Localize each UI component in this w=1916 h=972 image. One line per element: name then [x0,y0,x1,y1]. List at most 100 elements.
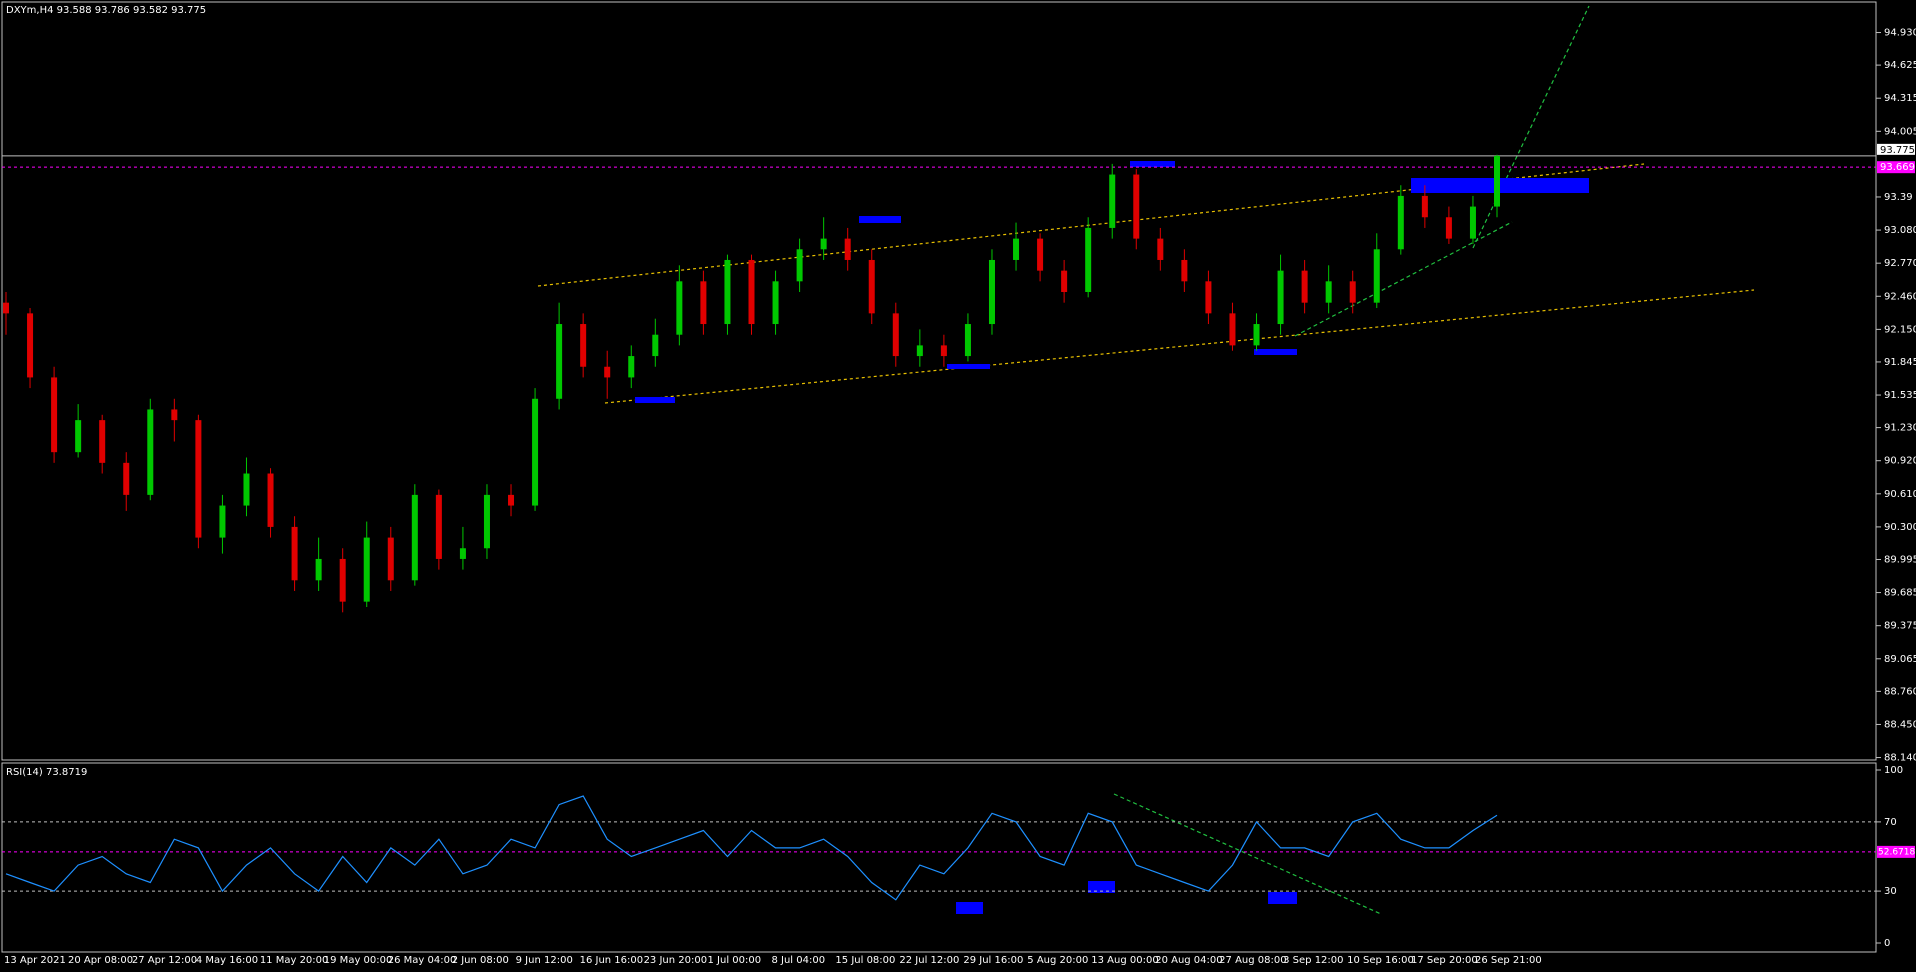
x-tick-label: 4 May 16:00 [196,955,258,966]
y-tick-label: 91.535 [1884,390,1916,401]
candle-body [1277,270,1284,325]
candle-body [1181,259,1188,282]
candle-body [3,302,9,314]
candle-body [748,259,755,325]
candle-body [1373,249,1380,303]
candle-body [75,420,82,453]
candle-body [700,281,707,325]
candle-body [796,249,803,282]
candle-body [652,334,659,357]
candle-body [1494,155,1500,207]
candle-body [628,356,635,378]
x-tick-label: 15 Jul 08:00 [835,955,895,966]
marker [1268,892,1297,904]
candle-body [363,537,370,602]
candle-body [772,281,779,325]
candle-body [387,537,394,581]
x-tick-label: 26 Sep 21:00 [1475,955,1542,966]
candle-body [844,238,851,260]
candle-body [1349,281,1356,303]
y-tick-label: 90.610 [1884,489,1916,500]
x-tick-label: 8 Jul 04:00 [771,955,825,966]
x-tick-label: 10 Sep 16:00 [1347,955,1414,966]
y-tick-label: 89.995 [1884,554,1916,565]
level-label-bg [1877,161,1915,174]
candle-body [171,409,178,421]
marker [859,216,901,223]
y-tick-label: 70 [1884,817,1897,828]
level-label: 93.669 [1880,162,1915,173]
candle-body [1469,206,1476,239]
candle-body [1037,238,1044,271]
x-tick-label: 9 Jun 12:00 [516,955,573,966]
candle-body [676,281,683,335]
channel-lower [604,289,1755,404]
candle-body [820,238,827,250]
marker [947,364,990,369]
chart-title: DXYm,H4 93.588 93.786 93.582 93.775 [6,5,206,16]
candle-body [1109,174,1116,228]
candle-body [556,324,563,399]
candle-body [1133,174,1140,239]
y-tick-label: 92.770 [1884,258,1916,269]
x-tick-label: 1 Jul 00:00 [708,955,762,966]
annotations [537,5,1755,915]
candle-body [892,313,899,357]
candle-body [724,259,731,325]
x-tick-label: 11 May 20:00 [260,955,329,966]
candle-body [411,494,418,581]
candle-body [483,494,490,549]
y-tick-label: 93.080 [1884,225,1916,236]
candle-body [1061,270,1068,293]
y-tick-label: 88.450 [1884,719,1916,730]
y-tick-label: 91.845 [1884,357,1916,368]
candle-body [195,420,202,538]
y-tick-label: 94.315 [1884,93,1916,104]
candle-body [964,324,971,357]
x-tick-label: 20 Aug 04:00 [1155,955,1222,966]
x-tick-label: 5 Aug 20:00 [1027,955,1088,966]
y-tick-label: 89.375 [1884,621,1916,632]
price-label-bg [1877,143,1915,155]
y-tick-label: 93.39 [1884,192,1913,203]
candle-body [1301,270,1308,303]
candle-body [267,473,274,527]
y-tick-label: 89.685 [1884,588,1916,599]
candle-body [532,398,539,506]
x-tick-label: 2 Jun 08:00 [452,955,509,966]
candle-body [123,462,130,495]
candle-body [1421,195,1428,218]
level-label: 52.6718 [1878,847,1915,857]
y-tick-label: 30 [1884,886,1897,897]
candle-body [604,366,611,378]
candle-body [1085,227,1092,293]
candle-body [868,259,875,314]
x-tick-label: 27 Apr 12:00 [132,955,197,966]
price-label: 93.775 [1880,145,1915,156]
y-tick-label: 94.930 [1884,28,1916,39]
candle-body [435,494,442,559]
x-tick-label: 22 Jul 12:00 [899,955,959,966]
candle-body [1325,281,1332,303]
marker [1130,161,1175,167]
candle-body [1205,281,1212,314]
y-tick-label: 0 [1884,938,1890,949]
x-tick-label: 20 Apr 08:00 [68,955,133,966]
y-tick-label: 94.005 [1884,126,1916,137]
trend-line [1472,5,1590,249]
y-tick-label: 94.625 [1884,60,1916,71]
rsi-trend-line [1113,793,1382,915]
candle-body [988,259,995,325]
marker [635,397,675,403]
marker [956,902,983,914]
candle-body [243,473,250,506]
candle-body [51,377,58,453]
candle-body [1157,238,1164,260]
candle-body [339,558,346,602]
marker [1088,881,1115,893]
marker [1254,349,1297,355]
candle-body [27,313,34,378]
candle-body [315,558,322,581]
x-tick-label: 19 May 00:00 [324,955,393,966]
